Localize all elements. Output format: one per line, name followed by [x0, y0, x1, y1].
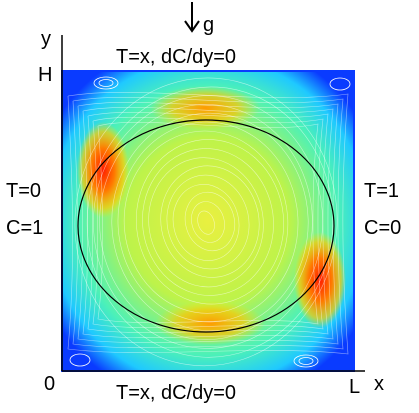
gravity-label: g — [203, 14, 215, 36]
right-concentration: C=0 — [364, 217, 402, 239]
gravity-arrow-icon — [184, 2, 200, 33]
bottom-boundary-condition: T=x, dC/dy=0 — [116, 382, 237, 404]
left-concentration: C=1 — [6, 217, 44, 239]
height-label: H — [38, 64, 53, 86]
left-temperature: T=0 — [6, 180, 42, 202]
reference-ellipse — [77, 119, 335, 333]
corner-vortices — [69, 76, 351, 368]
right-temperature: T=1 — [364, 180, 400, 202]
streamlines — [67, 77, 349, 367]
origin-label: 0 — [44, 373, 56, 395]
y-axis-label: y — [41, 28, 51, 50]
length-label: L — [349, 376, 361, 398]
streamline-field — [62, 71, 354, 371]
top-boundary-condition: T=x, dC/dy=0 — [116, 46, 237, 68]
warm-region-bottom — [155, 301, 265, 345]
x-axis-label: x — [374, 373, 384, 395]
